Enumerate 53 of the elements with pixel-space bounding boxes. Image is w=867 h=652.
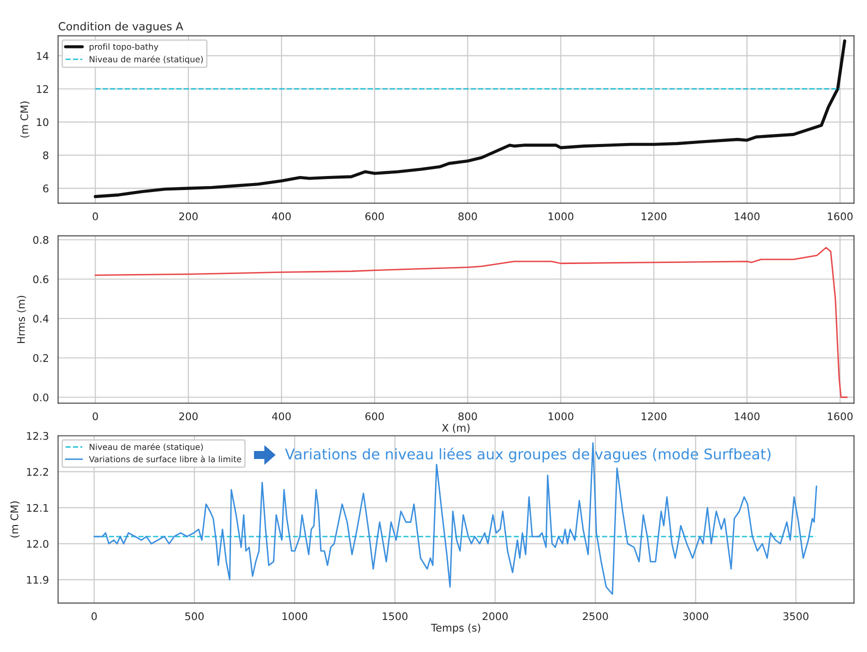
x-tick-label: 800 [458, 412, 477, 420]
x-tick-label: 0 [92, 212, 98, 220]
chart-title: Condition de vagues A [58, 22, 184, 33]
x-tick-label: 0 [92, 412, 98, 420]
y-tick-label: 10 [36, 118, 48, 126]
legend-label: Variations de surface libre à la limite [88, 455, 242, 462]
y-tick-label: 0.2 [33, 354, 48, 362]
y-tick-label: 12.0 [27, 540, 48, 548]
y-axis-title: Hrms (m) [16, 296, 26, 344]
legend-label: Niveau de marée (statique) [90, 56, 203, 64]
x-tick-label: 1000 [548, 212, 574, 220]
x-tick-label: 400 [272, 212, 291, 220]
legend-label: Niveau de marée (statique) [90, 443, 203, 452]
x-tick-label: 2000 [482, 612, 508, 620]
y-tick-label: 14 [36, 52, 48, 60]
y-tick-label: 12 [36, 85, 48, 93]
y-tick-label: 0.6 [33, 275, 48, 284]
x-tick-label: 600 [365, 212, 384, 220]
x-axis-title: Temps (s) [430, 624, 480, 634]
x-tick-label: 1000 [548, 412, 574, 420]
y-tick-label: 12.3 [27, 432, 48, 440]
legend-label: profil topo-bathy [90, 43, 158, 52]
y-tick-label: 8 [43, 151, 48, 160]
annotation: Variations de niveau liées aux groupes de vagues (mode Surfbeat) [285, 448, 770, 462]
x-tick-label: 1400 [734, 412, 760, 420]
x-tick-label: 0 [92, 612, 97, 620]
y-tick-label: 12.2 [27, 468, 48, 476]
x-tick-label: 2500 [582, 612, 608, 620]
x-tick-label: 1200 [642, 412, 666, 420]
y-tick-label: 0.4 [33, 314, 48, 323]
y-axis-title: (m CM) [20, 102, 30, 138]
x-tick-label: 200 [179, 212, 198, 220]
x-tick-label: 400 [272, 412, 291, 420]
x-tick-label: 1600 [828, 412, 853, 420]
x-tick-label: 3000 [683, 612, 708, 620]
y-tick-label: 0.8 [33, 236, 48, 244]
y-tick-label: 0.0 [33, 393, 48, 402]
x-tick-label: 1500 [382, 612, 408, 620]
x-tick-label: 1200 [642, 212, 666, 220]
y-tick-label: 12.1 [27, 504, 48, 512]
x-tick-label: 500 [185, 612, 204, 620]
x-tick-label: 1600 [828, 212, 853, 220]
x-tick-label: 800 [458, 212, 477, 220]
x-tick-label: 1000 [282, 612, 308, 620]
line-series [94, 246, 848, 398]
y-tick-label: 11.9 [27, 576, 48, 584]
x-tick-label: 600 [365, 412, 384, 420]
x-tick-label: 200 [179, 412, 198, 420]
x-tick-label: 1400 [734, 212, 760, 220]
y-axis-title: (m CM) [10, 501, 20, 538]
x-axis-title: X (m) [442, 424, 470, 433]
y-tick-label: 6 [43, 184, 48, 192]
x-tick-label: 3500 [783, 612, 808, 620]
